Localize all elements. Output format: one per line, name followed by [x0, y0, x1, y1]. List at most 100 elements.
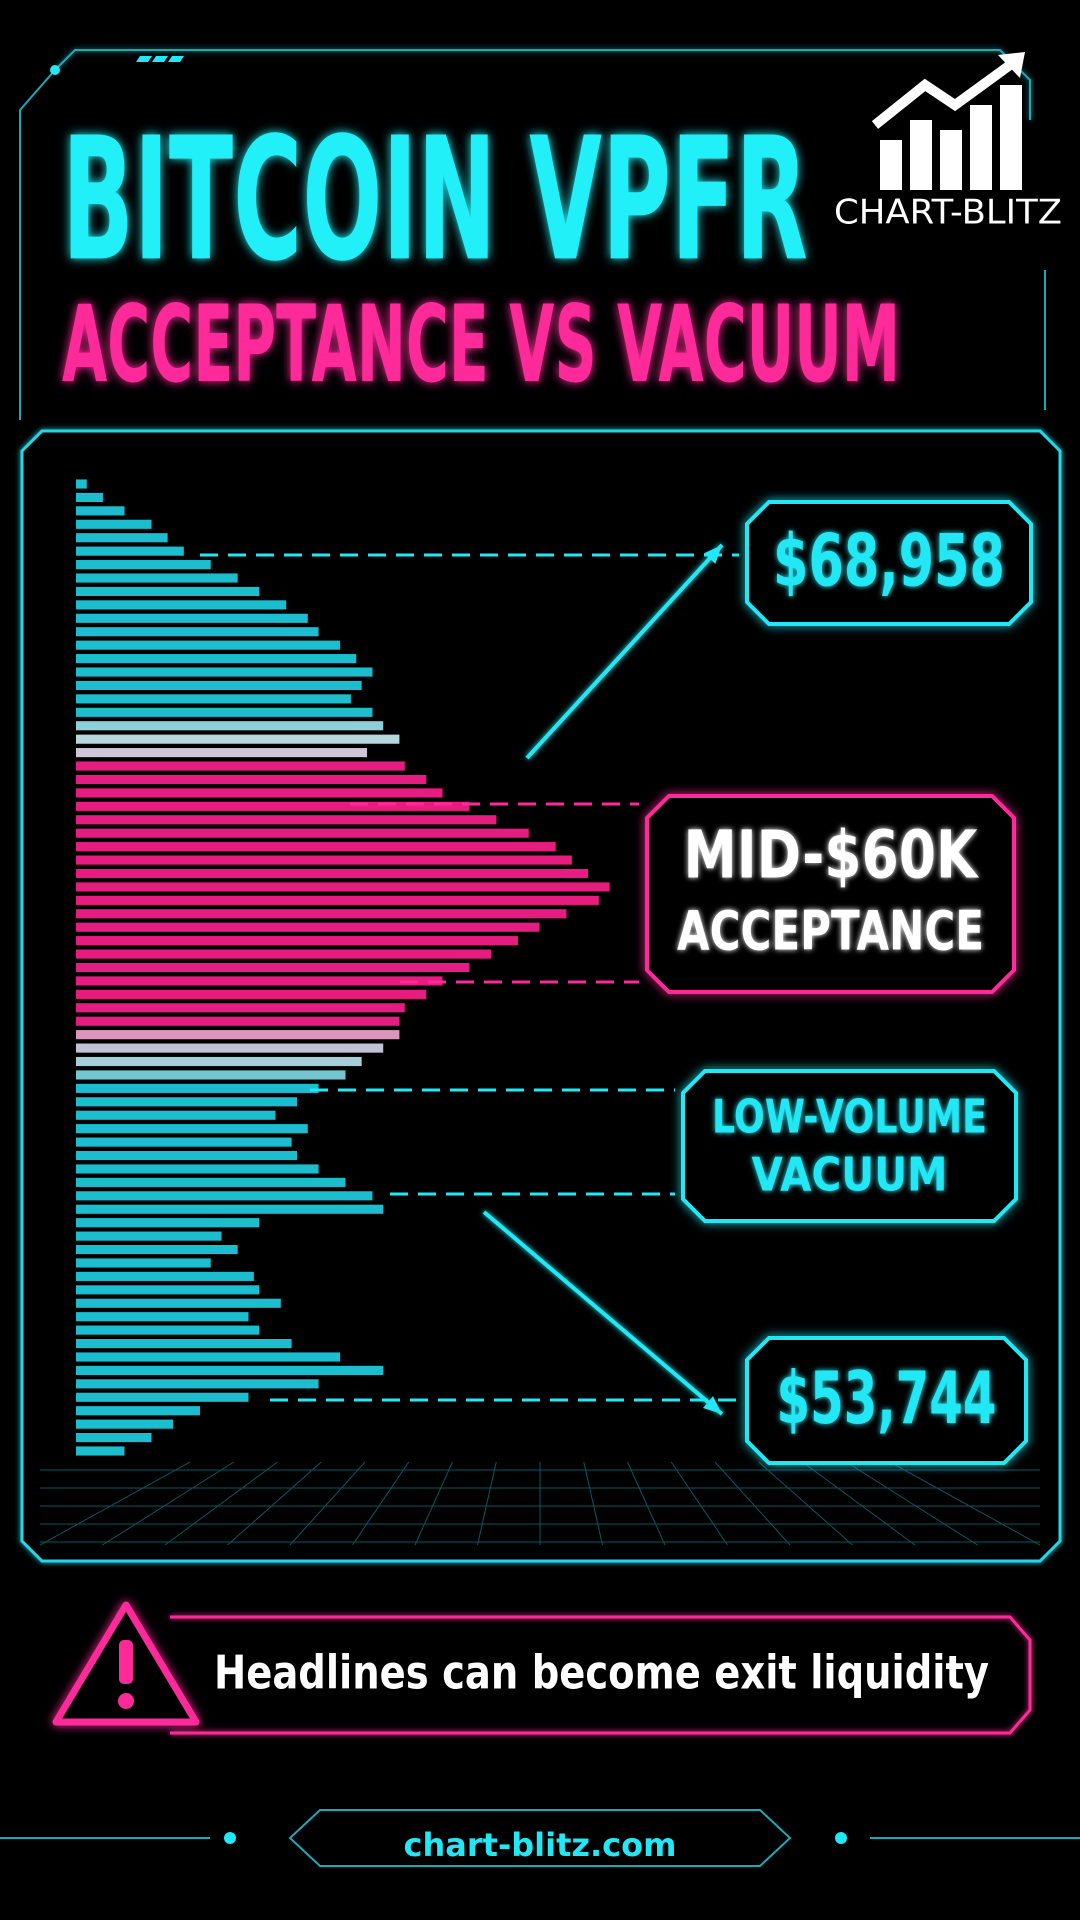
bar [76, 976, 443, 986]
floor-line [289, 1461, 366, 1546]
bar [76, 1030, 400, 1040]
bar [76, 761, 405, 771]
bar [76, 815, 497, 825]
bar [76, 667, 373, 677]
bar [76, 546, 184, 556]
bar [76, 855, 572, 865]
bar [76, 1110, 276, 1120]
footer-frame [288, 1809, 792, 1867]
bar [76, 680, 362, 691]
bar [76, 600, 287, 610]
footer-dot [224, 1832, 236, 1844]
bar [76, 1137, 292, 1147]
floor-line [352, 1461, 410, 1546]
bar [76, 949, 492, 959]
bar [76, 1083, 319, 1093]
callout-box [745, 500, 1033, 626]
callout-text: LOW-VOLUME [712, 1090, 987, 1144]
floor-line [164, 1461, 278, 1546]
bar [76, 1392, 249, 1402]
bar [76, 1258, 211, 1268]
bar [76, 1271, 254, 1281]
floor-line [102, 1461, 235, 1546]
bar [76, 1231, 222, 1241]
bar [76, 1379, 319, 1389]
subtitle: ACCEPTANCE VS VACUUM [62, 283, 900, 406]
callout-text: ACCEPTANCE [677, 899, 984, 962]
bar [76, 627, 319, 637]
bar [76, 1070, 346, 1080]
logo-icon [871, 52, 1025, 190]
frame-ticks [136, 56, 184, 62]
footer-url[interactable]: chart-blitz.com [404, 1826, 677, 1864]
bar [76, 479, 87, 489]
floor-line [477, 1461, 497, 1546]
bar [76, 654, 357, 664]
bar [76, 519, 152, 529]
bar [76, 506, 125, 516]
bar [76, 1016, 400, 1026]
bar [76, 1433, 152, 1443]
bar [76, 1177, 346, 1187]
bar [76, 1325, 260, 1335]
bar [76, 962, 470, 973]
bar [76, 1097, 297, 1107]
bar [76, 694, 351, 704]
bar [76, 1365, 384, 1375]
bar [76, 1003, 405, 1013]
bar [76, 1124, 308, 1134]
bar [76, 936, 518, 946]
bar [76, 1338, 292, 1349]
callout-text: MID-$60K [684, 816, 980, 893]
bar [76, 640, 341, 650]
warning-icon-bar [119, 1640, 133, 1684]
floor-line [39, 1461, 191, 1546]
bar [76, 868, 589, 879]
arrow-head [703, 545, 722, 564]
bar [76, 1191, 373, 1201]
title: BITCOIN VPFR [62, 101, 808, 299]
bar [76, 1352, 341, 1362]
warning-icon-dot [118, 1693, 134, 1709]
bar [76, 909, 567, 919]
bars [76, 479, 610, 1456]
warning-banner [170, 1615, 1032, 1735]
bar [76, 492, 103, 502]
floor-line [845, 1461, 978, 1546]
arrow-head [702, 1396, 722, 1414]
floor-line [227, 1461, 322, 1546]
callout-text: $53,744 [777, 1356, 997, 1440]
bar [76, 613, 308, 623]
floor-line [802, 1461, 916, 1546]
bar [76, 560, 211, 570]
bar [76, 533, 168, 543]
callout-box [745, 1336, 1028, 1465]
header-frame-left [19, 69, 56, 420]
bar [76, 1218, 260, 1228]
bar [76, 1043, 384, 1053]
callout-box [645, 794, 1016, 994]
floor-line [889, 1461, 1041, 1546]
bar [76, 1164, 319, 1174]
bar [76, 586, 260, 597]
floor-grid [39, 1461, 1041, 1546]
bar [76, 734, 400, 744]
bar [76, 828, 529, 838]
bar [76, 1406, 200, 1416]
floor-line [414, 1461, 453, 1546]
callout-text: VACUUM [752, 1147, 948, 1201]
footer-dot [835, 1832, 847, 1844]
arrow [525, 543, 724, 760]
floor-line [627, 1461, 666, 1546]
bar [76, 842, 556, 852]
bar [76, 573, 238, 583]
frame-dot [50, 65, 60, 75]
bar [76, 1312, 249, 1322]
floor-line [714, 1461, 791, 1546]
bar [76, 1150, 297, 1161]
bar [76, 1419, 174, 1429]
header-frame [54, 49, 1031, 120]
bar [76, 1056, 362, 1067]
bar [76, 788, 443, 798]
